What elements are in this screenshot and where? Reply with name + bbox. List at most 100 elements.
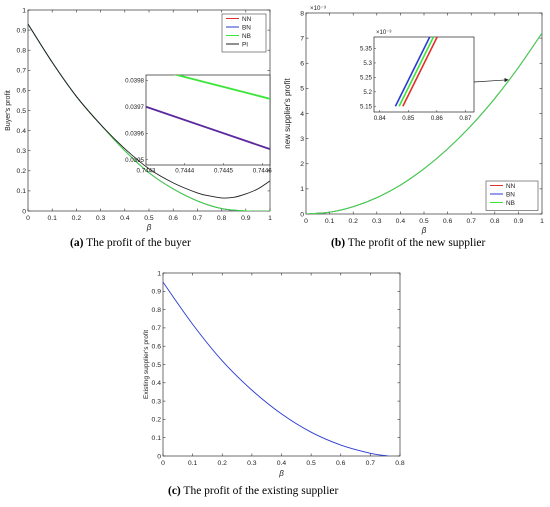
new-xlabel: β [421,226,427,235]
new-inset-series-nb [398,37,435,107]
buyer-ytick-label: 0.3 [17,148,27,155]
exist-xtick-label: 0.5 [306,460,316,467]
exist-ytick-label: 1 [157,270,161,277]
exist-ytick-label: 0.5 [152,362,162,369]
buyer-xtick-label: 0.1 [47,215,57,222]
buyer-xtick-label: 1 [268,215,272,222]
new-inset-xtick-label: 0.87 [459,115,472,122]
new-xtick-label: 1 [540,218,544,225]
new-legend-label-bn: BN [506,192,515,199]
chart-existing-supplier: 0 0.1 0.2 0.3 0.4 0.5 0.6 0.7 0.8 0 0.1 0.2 0.3 0.4 0.… [143,270,405,478]
buyer-xtick-label: 0.7 [193,215,203,222]
new-xtick-label: 0.6 [443,218,453,225]
buyer-inset-xtick-label: 0.7443 [137,168,156,175]
exist-ytick-label: 0.7 [152,325,162,332]
new-xtick-label: 0.4 [396,218,406,225]
new-xtick-label: 0.9 [514,218,524,225]
new-inset-xtick-label: 0.85 [402,115,415,122]
caption-a-text: The profit of the buyer [83,237,191,249]
buyer-ylabel: Buyer's profit [5,90,12,131]
caption-c-letter: (c) [168,485,181,497]
buyer-xtick-label: 0.8 [217,215,227,222]
buyer-ytick-label: 0.8 [17,48,27,55]
buyer-xtick-label: 0.5 [144,215,154,222]
exist-xtick-label: 0.6 [336,460,346,467]
exist-ytick-label: 0.4 [152,380,162,387]
new-xtick-label: 0 [304,218,308,225]
exist-xtick-label: 0.2 [218,460,228,467]
caption-b-letter: (b) [331,237,346,249]
exist-ytick-label: 0.1 [152,435,162,442]
buyer-ytick-label: 0.2 [17,168,27,175]
buyer-series-pi [28,23,270,199]
caption-c: (c) The profit of the existing supplier [168,485,338,497]
buyer-xtick-label: 0 [26,215,30,222]
buyer-inset-ytick-label: 0.0395 [125,157,144,164]
buyer-legend-box [221,13,267,53]
new-xtick-label: 0.8 [490,218,500,225]
new-inset-series-nn [402,37,438,107]
exist-ytick-label: 0.3 [152,398,162,405]
new-exponent: ×10⁻³ [310,5,326,12]
exist-xtick-label: 0.8 [395,460,405,467]
new-ytick-label: 6 [300,61,304,68]
buyer-xtick-label: 0.9 [241,215,251,222]
buyer-inset-ytick-label: 0.0397 [125,104,144,111]
new-ytick-label: 8 [300,10,304,17]
buyer-legend-label-nn: NN [242,16,252,23]
caption-b-text: The profit of the new supplier [345,237,486,249]
exist-ytick-label: 0.9 [152,289,162,296]
new-inset-xtick-label: 0.84 [374,115,387,122]
new-ytick-label: 2 [300,161,304,168]
buyer-ytick-label: 0.5 [17,108,27,115]
exist-xlabel: β [278,469,284,478]
buyer-legend-label-pi: PI [242,42,248,49]
buyer-xtick-label: 0.3 [96,215,106,222]
buyer-ytick-label: 0 [22,208,26,215]
exist-ytick-label: 0.2 [152,417,162,424]
buyer-legend-label-bn: BN [242,25,251,32]
new-ytick-label: 1 [300,186,304,193]
new-xtick-label: 0.3 [372,218,382,225]
new-xtick-label: 0.5 [419,218,429,225]
new-inset-exponent: ×10⁻³ [376,30,391,36]
buyer-inset-xtick-label: 0.7446 [253,168,272,175]
buyer-ytick-label: 0.6 [17,88,27,95]
new-ytick-label: 0 [300,211,304,218]
new-inset-series-bn [394,37,431,107]
new-inset-ytick-label: 5.25 [360,75,373,82]
chart-new-supplier: 0 0.1 0.2 0.3 0.4 0.5 0.6 0.7 0.8 0.9 1 0 1 2 3 4 5 6 7 8 ×1… [283,5,544,235]
new-inset-arrow [473,77,509,83]
chart-buyer: 0 0.1 0.2 0.3 0.4 0.5 0.6 0.7 0.8 0.9 1 0 0.1 0.2 0.3 0… [5,7,272,232]
new-xtick-label: 0.7 [466,218,476,225]
new-xtick-label: 0.1 [325,218,335,225]
exist-plot-area [162,272,401,457]
exist-xtick-label: 0.1 [188,460,198,467]
buyer-inset-ytick-label: 0.0398 [125,77,144,84]
new-inset-ytick-label: 5.3 [363,60,372,67]
buyer-inset-ytick-label: 0.0396 [125,130,144,137]
buyer-inset-xtick-label: 0.7445 [214,168,233,175]
new-xtick-label: 0.2 [348,218,358,225]
new-inset-ytick-label: 5.2 [363,89,372,96]
caption-c-text: The profit of the existing supplier [180,485,339,497]
exist-ytick-label: 0 [157,453,161,460]
new-legend-label-nn: NN [506,183,516,190]
buyer-inset-xtick-label: 0.7444 [175,168,194,175]
exist-xtick-label: 0.3 [247,460,257,467]
exist-ytick-label: 0.6 [152,344,162,351]
new-ytick-label: 7 [300,35,304,42]
caption-a-letter: (a) [70,237,84,249]
buyer-ytick-label: 0.1 [17,188,27,195]
exist-series-line [163,281,389,456]
exist-xtick-label: 0.4 [277,460,287,467]
buyer-inset-series-bn [146,105,270,150]
new-inset-ytick-label: 5.35 [360,46,373,53]
buyer-xtick-label: 0.2 [72,215,82,222]
new-series-nb [306,32,542,214]
new-ytick-label: 3 [300,136,304,143]
new-legend-label-nb: NB [506,200,515,207]
new-inset-xtick-label: 0.86 [431,115,444,122]
